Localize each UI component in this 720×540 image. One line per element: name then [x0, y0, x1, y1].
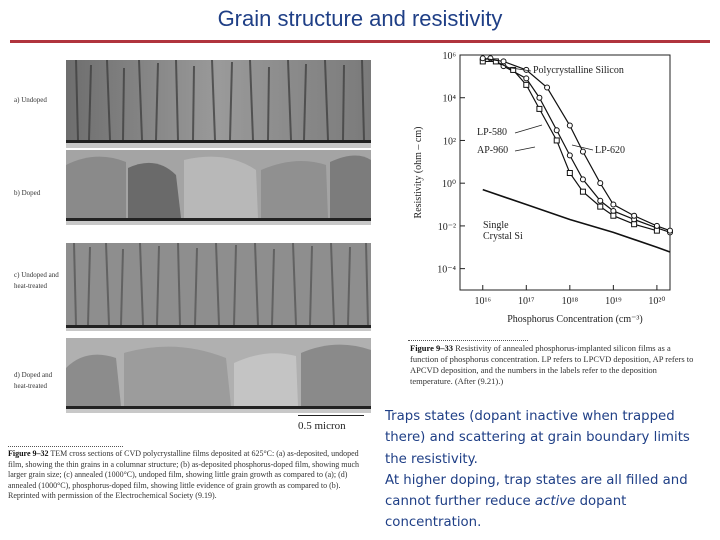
caption-divider — [8, 446, 123, 447]
caption-divider-2 — [408, 340, 528, 341]
y-tick-label: 10⁶ — [443, 51, 457, 62]
data-point — [610, 212, 617, 219]
data-point — [479, 55, 486, 62]
x-tick-label: 10¹⁸ — [562, 296, 579, 307]
data-point — [523, 81, 530, 88]
data-point — [536, 94, 543, 101]
data-point — [597, 203, 604, 210]
annotation-label: AP-960 — [477, 145, 508, 156]
tem-figure: a) Undoped b) Doped c) Undoped and heat-… — [8, 55, 371, 445]
data-point — [510, 66, 517, 73]
data-point — [579, 176, 586, 183]
annotation-label: LP-580 — [477, 127, 507, 138]
annotation-leader — [571, 144, 594, 151]
data-point — [536, 105, 543, 112]
tem-label-c: c) Undoped and heat-treated — [14, 271, 59, 290]
figure-9-32-text: TEM cross sections of CVD polycrystallin… — [8, 449, 360, 501]
data-point — [597, 197, 604, 204]
data-point — [631, 212, 638, 219]
data-point — [667, 227, 673, 234]
annotation-leader — [514, 124, 543, 134]
y-tick-label: 10⁰ — [442, 179, 456, 190]
data-point — [579, 188, 586, 195]
tem-panel-undoped — [66, 60, 371, 148]
data-point — [610, 201, 617, 208]
annotation-label: Polycrystalline Silicon — [533, 65, 624, 76]
annotation-label: Crystal Si — [483, 231, 523, 242]
annotation-label: LP-620 — [595, 145, 625, 156]
figure-9-33-number: Figure 9–33 — [410, 343, 454, 353]
data-point — [553, 137, 560, 144]
plot-frame — [459, 54, 671, 291]
data-point — [566, 122, 573, 129]
data-point — [566, 169, 573, 176]
tem-panel-undoped-heat-treated — [66, 243, 371, 331]
title-divider — [10, 40, 710, 43]
scale-label: 0.5 micron — [298, 420, 346, 432]
tem-panel-doped — [66, 150, 371, 225]
y-tick-label: 10⁻⁴ — [437, 265, 456, 276]
x-axis-label: Phosphorus Concentration (cm⁻³) — [507, 314, 642, 325]
series-line-1 — [482, 60, 658, 232]
body-p2-start: At higher doping, trap states are all fi… — [385, 472, 688, 510]
slide-title: Grain structure and resistivity — [217, 6, 503, 31]
series-line-3 — [482, 188, 671, 253]
data-point — [500, 58, 507, 65]
annotation-leader — [514, 146, 536, 152]
data-point — [553, 127, 560, 134]
x-tick-label: 10¹⁷ — [518, 296, 535, 307]
y-tick-label: 10⁻² — [438, 222, 456, 233]
data-point — [579, 148, 586, 155]
tem-label-d: d) Doped and heat-treated — [14, 371, 53, 390]
figure-9-33-caption: Figure 9–33 Resistivity of annealed phos… — [410, 343, 700, 387]
slide-body: Traps states (dopant inactive when trapp… — [385, 406, 715, 534]
x-tick-label: 10²⁰ — [648, 296, 665, 307]
annotation-leader — [504, 66, 532, 72]
data-point — [566, 152, 573, 159]
figure-9-32-caption: Figure 9–32 TEM cross sections of CVD po… — [8, 449, 373, 502]
y-axis-label: Resistivity (ohm – cm) — [413, 127, 424, 219]
y-tick-label: 10² — [443, 136, 456, 147]
body-paragraph-2: At higher doping, trap states are all fi… — [385, 470, 715, 534]
scale-bar — [298, 415, 364, 416]
data-point — [597, 180, 604, 187]
body-paragraph-1: Traps states (dopant inactive when trapp… — [385, 409, 690, 467]
body-p2-emphasis: active — [534, 494, 576, 510]
data-point — [631, 221, 638, 228]
data-point — [544, 84, 551, 91]
series-line-0 — [482, 57, 671, 233]
annotation-label: Single — [483, 220, 509, 231]
data-point — [492, 58, 499, 65]
x-tick-label: 10¹⁹ — [605, 296, 622, 307]
tem-label-b: b) Doped — [14, 189, 41, 197]
data-point — [653, 222, 660, 229]
series-line-2 — [482, 57, 671, 232]
tem-label-a: a) Undoped — [14, 96, 47, 104]
body-p2-end: dopant concentration. — [385, 494, 627, 531]
figure-9-33-text: Resistivity of annealed phosphorus-impla… — [410, 343, 694, 386]
figure-9-32-number: Figure 9–32 — [8, 449, 49, 458]
resistivity-chart: 10¹⁶ 10¹⁷ 10¹⁸ 10¹⁹ 10²⁰ 10⁶ 10⁴ 10² 10⁰ 10⁻² 10⁻⁴… — [413, 51, 673, 325]
data-point — [523, 75, 530, 82]
y-tick-label: 10⁴ — [443, 94, 457, 105]
tem-panel-doped-heat-treated — [66, 338, 371, 413]
x-tick-label: 10¹⁶ — [475, 296, 492, 307]
